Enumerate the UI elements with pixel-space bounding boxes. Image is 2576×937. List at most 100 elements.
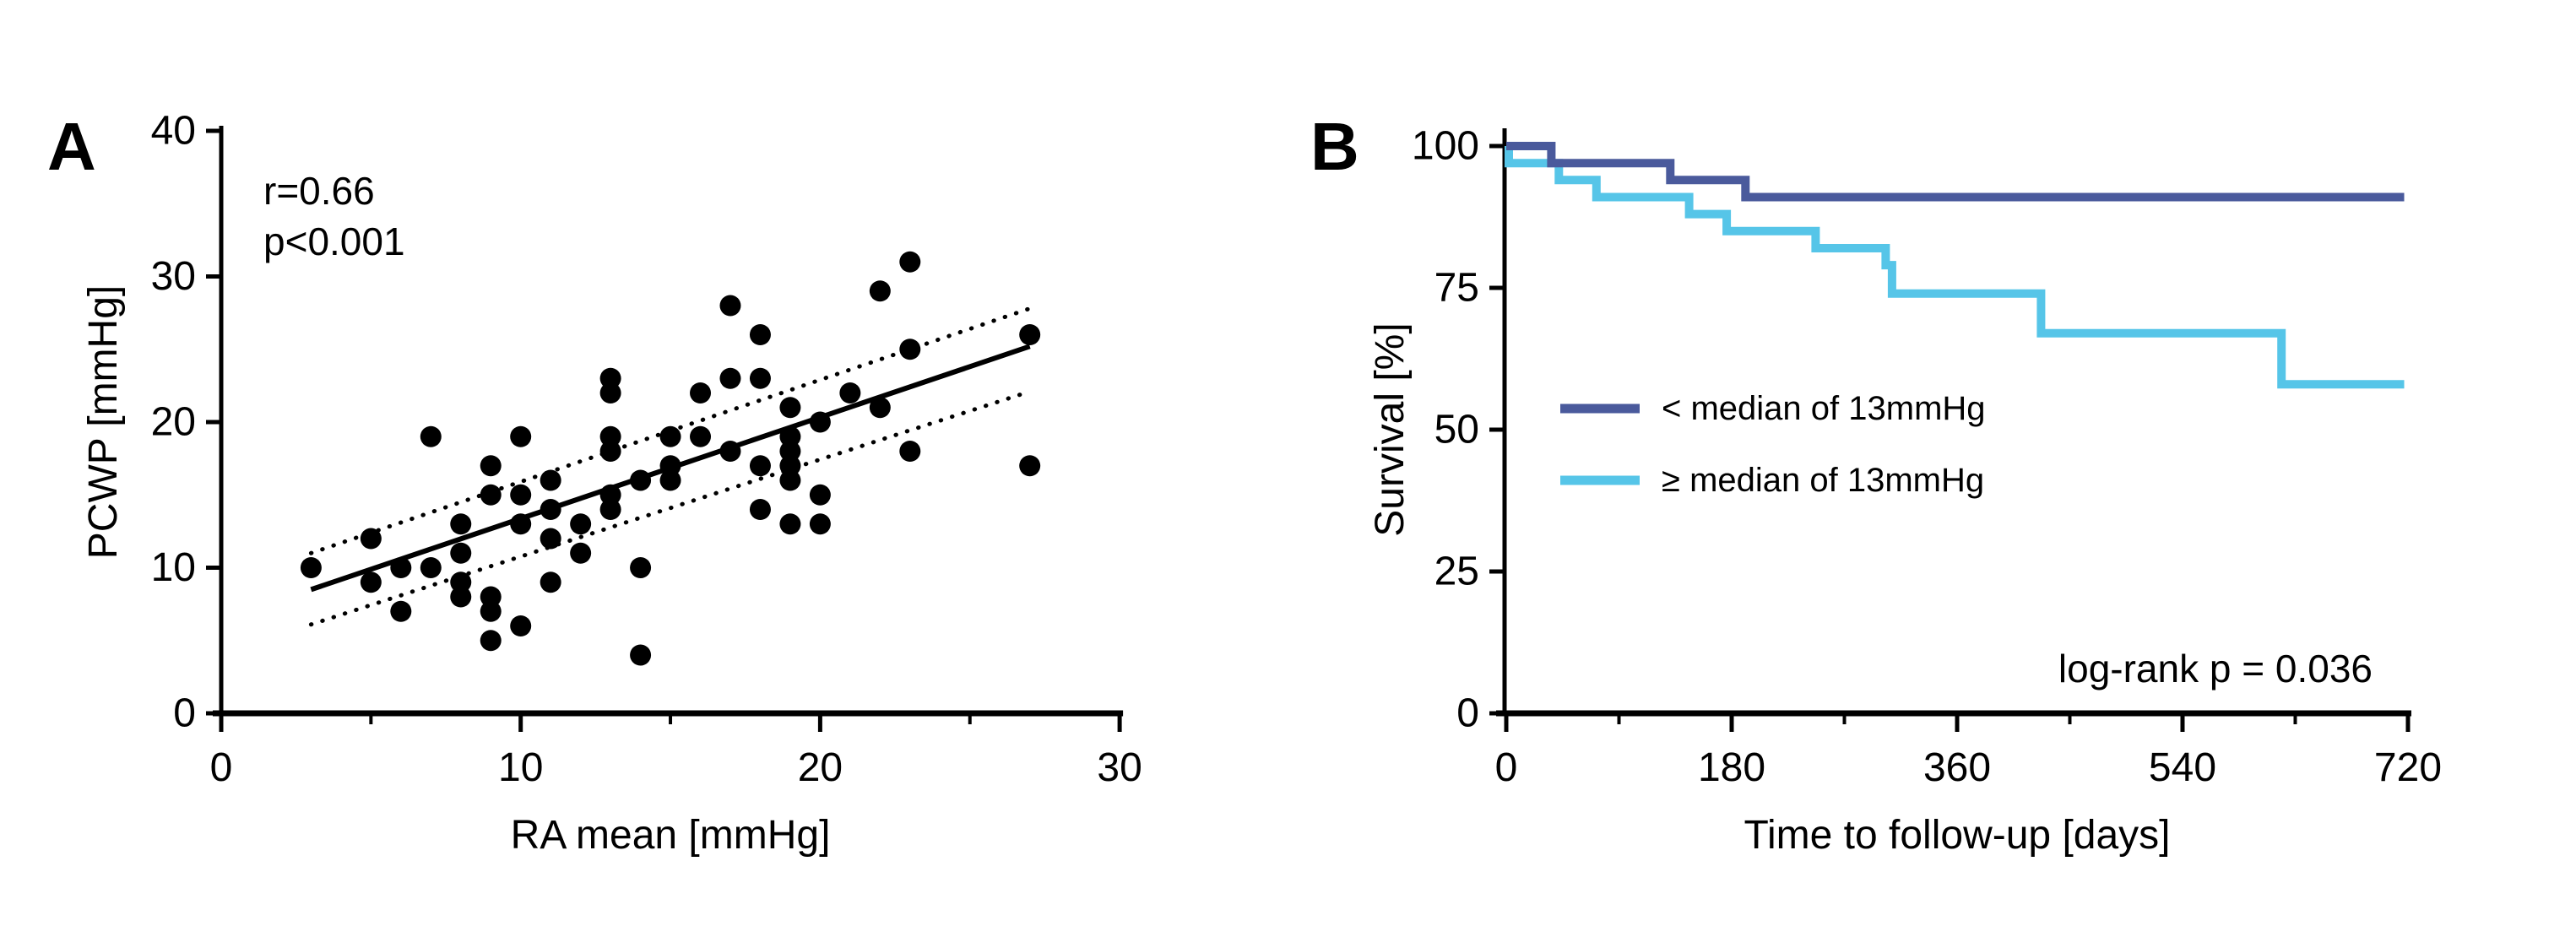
data-point xyxy=(360,528,382,550)
y-axis-title: PCWP [mmHg] xyxy=(81,285,126,559)
survival-curves xyxy=(1505,142,2405,389)
data-point xyxy=(869,397,891,419)
data-point xyxy=(570,542,592,564)
data-point xyxy=(659,455,681,477)
data-point xyxy=(540,528,561,550)
data-point xyxy=(510,425,532,447)
data-point xyxy=(690,382,712,404)
scatter-plot-pcwp-vs-ra-mean: 0 10 20 30 40 0 10 20 30 RA mean [mmHg] PCWP [mmHg… xyxy=(81,109,1142,858)
x-tick-label: 0 xyxy=(1495,745,1518,790)
y-tick-label: 30 xyxy=(151,254,196,299)
data-point xyxy=(630,469,652,491)
data-point xyxy=(450,542,472,564)
panel-b-letter: B xyxy=(1310,109,1359,184)
data-point xyxy=(809,411,831,433)
data-point xyxy=(719,295,741,317)
data-point xyxy=(300,557,322,578)
survival-curve xyxy=(1506,142,2405,202)
data-point xyxy=(480,455,502,477)
data-point xyxy=(690,425,712,447)
data-point xyxy=(510,513,532,535)
data-point xyxy=(450,586,472,608)
y-tick-label: 20 xyxy=(151,400,196,445)
data-point xyxy=(899,339,921,360)
y-tick-label: 50 xyxy=(1434,408,1479,452)
ci-lower-line xyxy=(308,389,1033,627)
x-tick-label: 540 xyxy=(2149,745,2216,790)
legend-label: ≥ median of 13mmHg xyxy=(1662,462,1984,499)
data-point xyxy=(749,499,771,520)
y-tick-label: 25 xyxy=(1434,550,1479,594)
scatter-points xyxy=(300,251,1041,666)
data-point xyxy=(809,513,831,535)
data-point xyxy=(599,441,621,462)
data-point xyxy=(480,484,502,506)
data-point xyxy=(570,513,592,535)
data-point xyxy=(450,571,472,593)
data-point xyxy=(779,397,801,419)
data-point xyxy=(450,513,472,535)
x-tick-label: 360 xyxy=(1923,745,1991,790)
correlation-p-label: p<0.001 xyxy=(263,219,405,263)
data-point xyxy=(779,455,801,477)
axes: 0 10 20 30 40 0 10 20 30 RA mean [mmHg] PCWP [mmHg… xyxy=(81,109,1142,858)
data-point xyxy=(779,425,801,447)
y-axis-title: Survival [%] xyxy=(1368,322,1413,536)
data-point xyxy=(719,441,741,462)
data-point xyxy=(1019,455,1041,477)
legend: < median of 13mmHg ≥ median of 13mmHg xyxy=(1560,390,1986,499)
data-point xyxy=(630,557,652,578)
survival-curve xyxy=(1505,142,2405,389)
axes: 0 25 50 75 100 0 180 360 540 720 Time to follow-up… xyxy=(1368,124,2442,858)
data-point xyxy=(480,630,502,652)
data-point xyxy=(749,367,771,389)
data-point xyxy=(899,441,921,462)
data-point xyxy=(599,382,621,404)
data-point xyxy=(719,367,741,389)
panel-a-letter: A xyxy=(47,109,96,184)
data-point xyxy=(540,571,561,593)
data-point xyxy=(540,469,561,491)
data-point xyxy=(480,600,502,622)
y-tick-label: 40 xyxy=(151,109,196,154)
x-tick-label: 0 xyxy=(210,745,233,790)
x-axis-title: Time to follow-up [days] xyxy=(1744,813,2170,858)
y-tick-label: 75 xyxy=(1434,266,1479,311)
data-point xyxy=(659,425,681,447)
data-point xyxy=(1019,324,1041,345)
x-tick-label: 30 xyxy=(1097,745,1142,790)
correlation-r-label: r=0.66 xyxy=(263,169,375,213)
y-tick-label: 10 xyxy=(151,545,196,590)
data-point xyxy=(899,251,921,273)
data-point xyxy=(869,280,891,302)
log-rank-p-label: log-rank p = 0.036 xyxy=(2058,647,2373,691)
x-tick-label: 180 xyxy=(1698,745,1765,790)
data-point xyxy=(599,367,621,389)
data-point xyxy=(749,324,771,345)
y-tick-label: 100 xyxy=(1412,124,1479,169)
data-point xyxy=(540,499,561,520)
data-point xyxy=(749,455,771,477)
data-point xyxy=(779,513,801,535)
data-point xyxy=(360,571,382,593)
panel-b: B 0 25 50 75 100 0 180 360 540 720 Time to follow-… xyxy=(1266,0,2576,937)
data-point xyxy=(599,484,621,506)
data-point xyxy=(510,484,532,506)
x-tick-label: 20 xyxy=(798,745,843,790)
data-point xyxy=(839,382,861,404)
scatter-plot-area xyxy=(300,251,1041,666)
y-tick-label: 0 xyxy=(173,691,196,736)
data-point xyxy=(599,425,621,447)
data-point xyxy=(809,484,831,506)
data-point xyxy=(480,586,502,608)
data-point xyxy=(779,469,801,491)
data-point xyxy=(390,557,412,578)
data-point xyxy=(630,644,652,666)
x-axis-title: RA mean [mmHg] xyxy=(511,813,831,858)
panel-a: A 0 10 20 30 40 0 10 20 30 RA mean [mmHg] PCWP [mm… xyxy=(0,0,1266,937)
data-point xyxy=(420,425,442,447)
legend-label: < median of 13mmHg xyxy=(1662,390,1986,427)
data-point xyxy=(599,499,621,520)
data-point xyxy=(779,441,801,462)
data-point xyxy=(390,600,412,622)
